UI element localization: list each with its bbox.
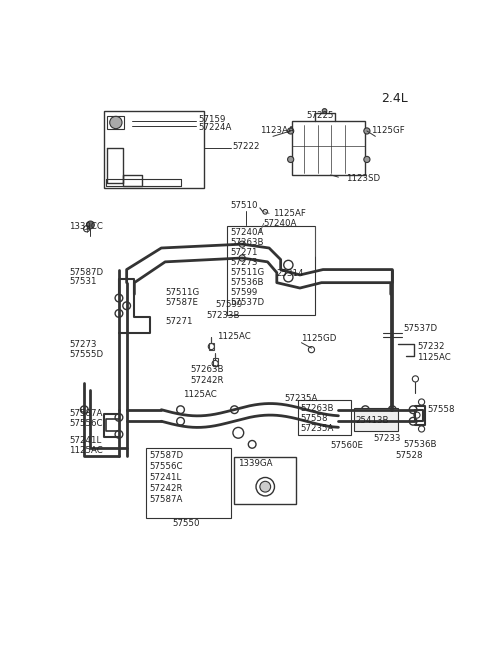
Bar	[104, 111, 204, 188]
Text: 57271: 57271	[230, 248, 258, 257]
Text: 57560E: 57560E	[331, 441, 364, 449]
Text: 25413B: 25413B	[355, 416, 389, 425]
Text: 57511G: 57511G	[165, 288, 199, 297]
Text: 57233: 57233	[374, 434, 401, 443]
Text: 57225: 57225	[306, 111, 334, 120]
Text: 2.4L: 2.4L	[381, 92, 408, 105]
Text: 57587D: 57587D	[150, 451, 184, 460]
Text: 57511G: 57511G	[230, 268, 265, 277]
Bar	[209, 343, 215, 350]
Text: 57587A: 57587A	[69, 409, 102, 418]
Text: 25314: 25314	[277, 269, 304, 278]
Text: 1125AF: 1125AF	[273, 209, 306, 218]
Text: 57224A: 57224A	[198, 122, 232, 132]
Text: 57528: 57528	[396, 451, 423, 460]
Circle shape	[364, 128, 370, 134]
Text: 57510: 57510	[230, 201, 258, 210]
Text: 57536B: 57536B	[230, 278, 264, 287]
Text: 57587E: 57587E	[165, 298, 198, 307]
Text: 57240A: 57240A	[230, 228, 264, 237]
Text: 57531: 57531	[69, 276, 96, 286]
Circle shape	[288, 157, 294, 162]
Text: 57263B: 57263B	[300, 403, 334, 413]
Bar	[354, 408, 398, 431]
Text: 57555D: 57555D	[69, 350, 103, 359]
Text: 1125AC: 1125AC	[69, 446, 103, 455]
Text: 57159: 57159	[198, 115, 226, 124]
Text: 57550: 57550	[173, 519, 200, 528]
Text: 57536B: 57536B	[403, 440, 437, 449]
Text: 57232: 57232	[417, 342, 444, 351]
Text: 57242R: 57242R	[191, 376, 224, 385]
Text: 57599: 57599	[215, 300, 242, 309]
Text: 57242R: 57242R	[150, 484, 183, 493]
Text: 57233B: 57233B	[206, 311, 240, 320]
Text: 57235A: 57235A	[285, 394, 318, 403]
Circle shape	[364, 157, 370, 162]
Text: 1339CC: 1339CC	[69, 222, 103, 231]
Circle shape	[110, 117, 122, 128]
Bar	[146, 448, 230, 517]
Bar	[213, 358, 218, 365]
Text: 57556C: 57556C	[69, 419, 102, 428]
Text: 57235A: 57235A	[300, 424, 333, 433]
Text: 57263B: 57263B	[191, 365, 224, 374]
Circle shape	[260, 481, 271, 492]
Text: 1339GA: 1339GA	[238, 459, 273, 468]
Text: 1125GD: 1125GD	[301, 334, 337, 343]
Text: 1125AC: 1125AC	[183, 390, 216, 399]
Circle shape	[288, 128, 294, 134]
Bar	[299, 400, 351, 435]
Text: 1123AA: 1123AA	[260, 126, 294, 136]
Text: 1125AC: 1125AC	[217, 332, 251, 341]
Circle shape	[86, 221, 94, 229]
Text: 57537D: 57537D	[230, 298, 265, 307]
Bar	[227, 227, 315, 315]
Text: 1123SD: 1123SD	[346, 174, 380, 183]
Bar	[292, 121, 365, 175]
Text: 57271: 57271	[165, 318, 192, 326]
Text: 57240A: 57240A	[264, 219, 297, 228]
Text: 57558: 57558	[428, 405, 455, 414]
Circle shape	[322, 109, 327, 113]
Text: 57263B: 57263B	[230, 238, 264, 247]
Text: 57587A: 57587A	[150, 495, 183, 504]
Text: 57558: 57558	[300, 414, 327, 422]
Text: 57241L: 57241L	[150, 473, 182, 482]
Text: 57599: 57599	[230, 288, 258, 297]
Text: 57556C: 57556C	[150, 462, 183, 471]
Text: 57587D: 57587D	[69, 268, 103, 277]
Bar	[108, 115, 124, 130]
Bar	[234, 457, 296, 504]
Text: 1125AC: 1125AC	[417, 353, 451, 362]
Text: 57537D: 57537D	[404, 324, 438, 333]
Text: 57241L: 57241L	[69, 436, 101, 445]
Text: 57273: 57273	[69, 340, 96, 348]
Text: 57222: 57222	[232, 142, 260, 151]
Text: 1125GF: 1125GF	[372, 126, 405, 136]
Text: 57273: 57273	[230, 258, 258, 267]
